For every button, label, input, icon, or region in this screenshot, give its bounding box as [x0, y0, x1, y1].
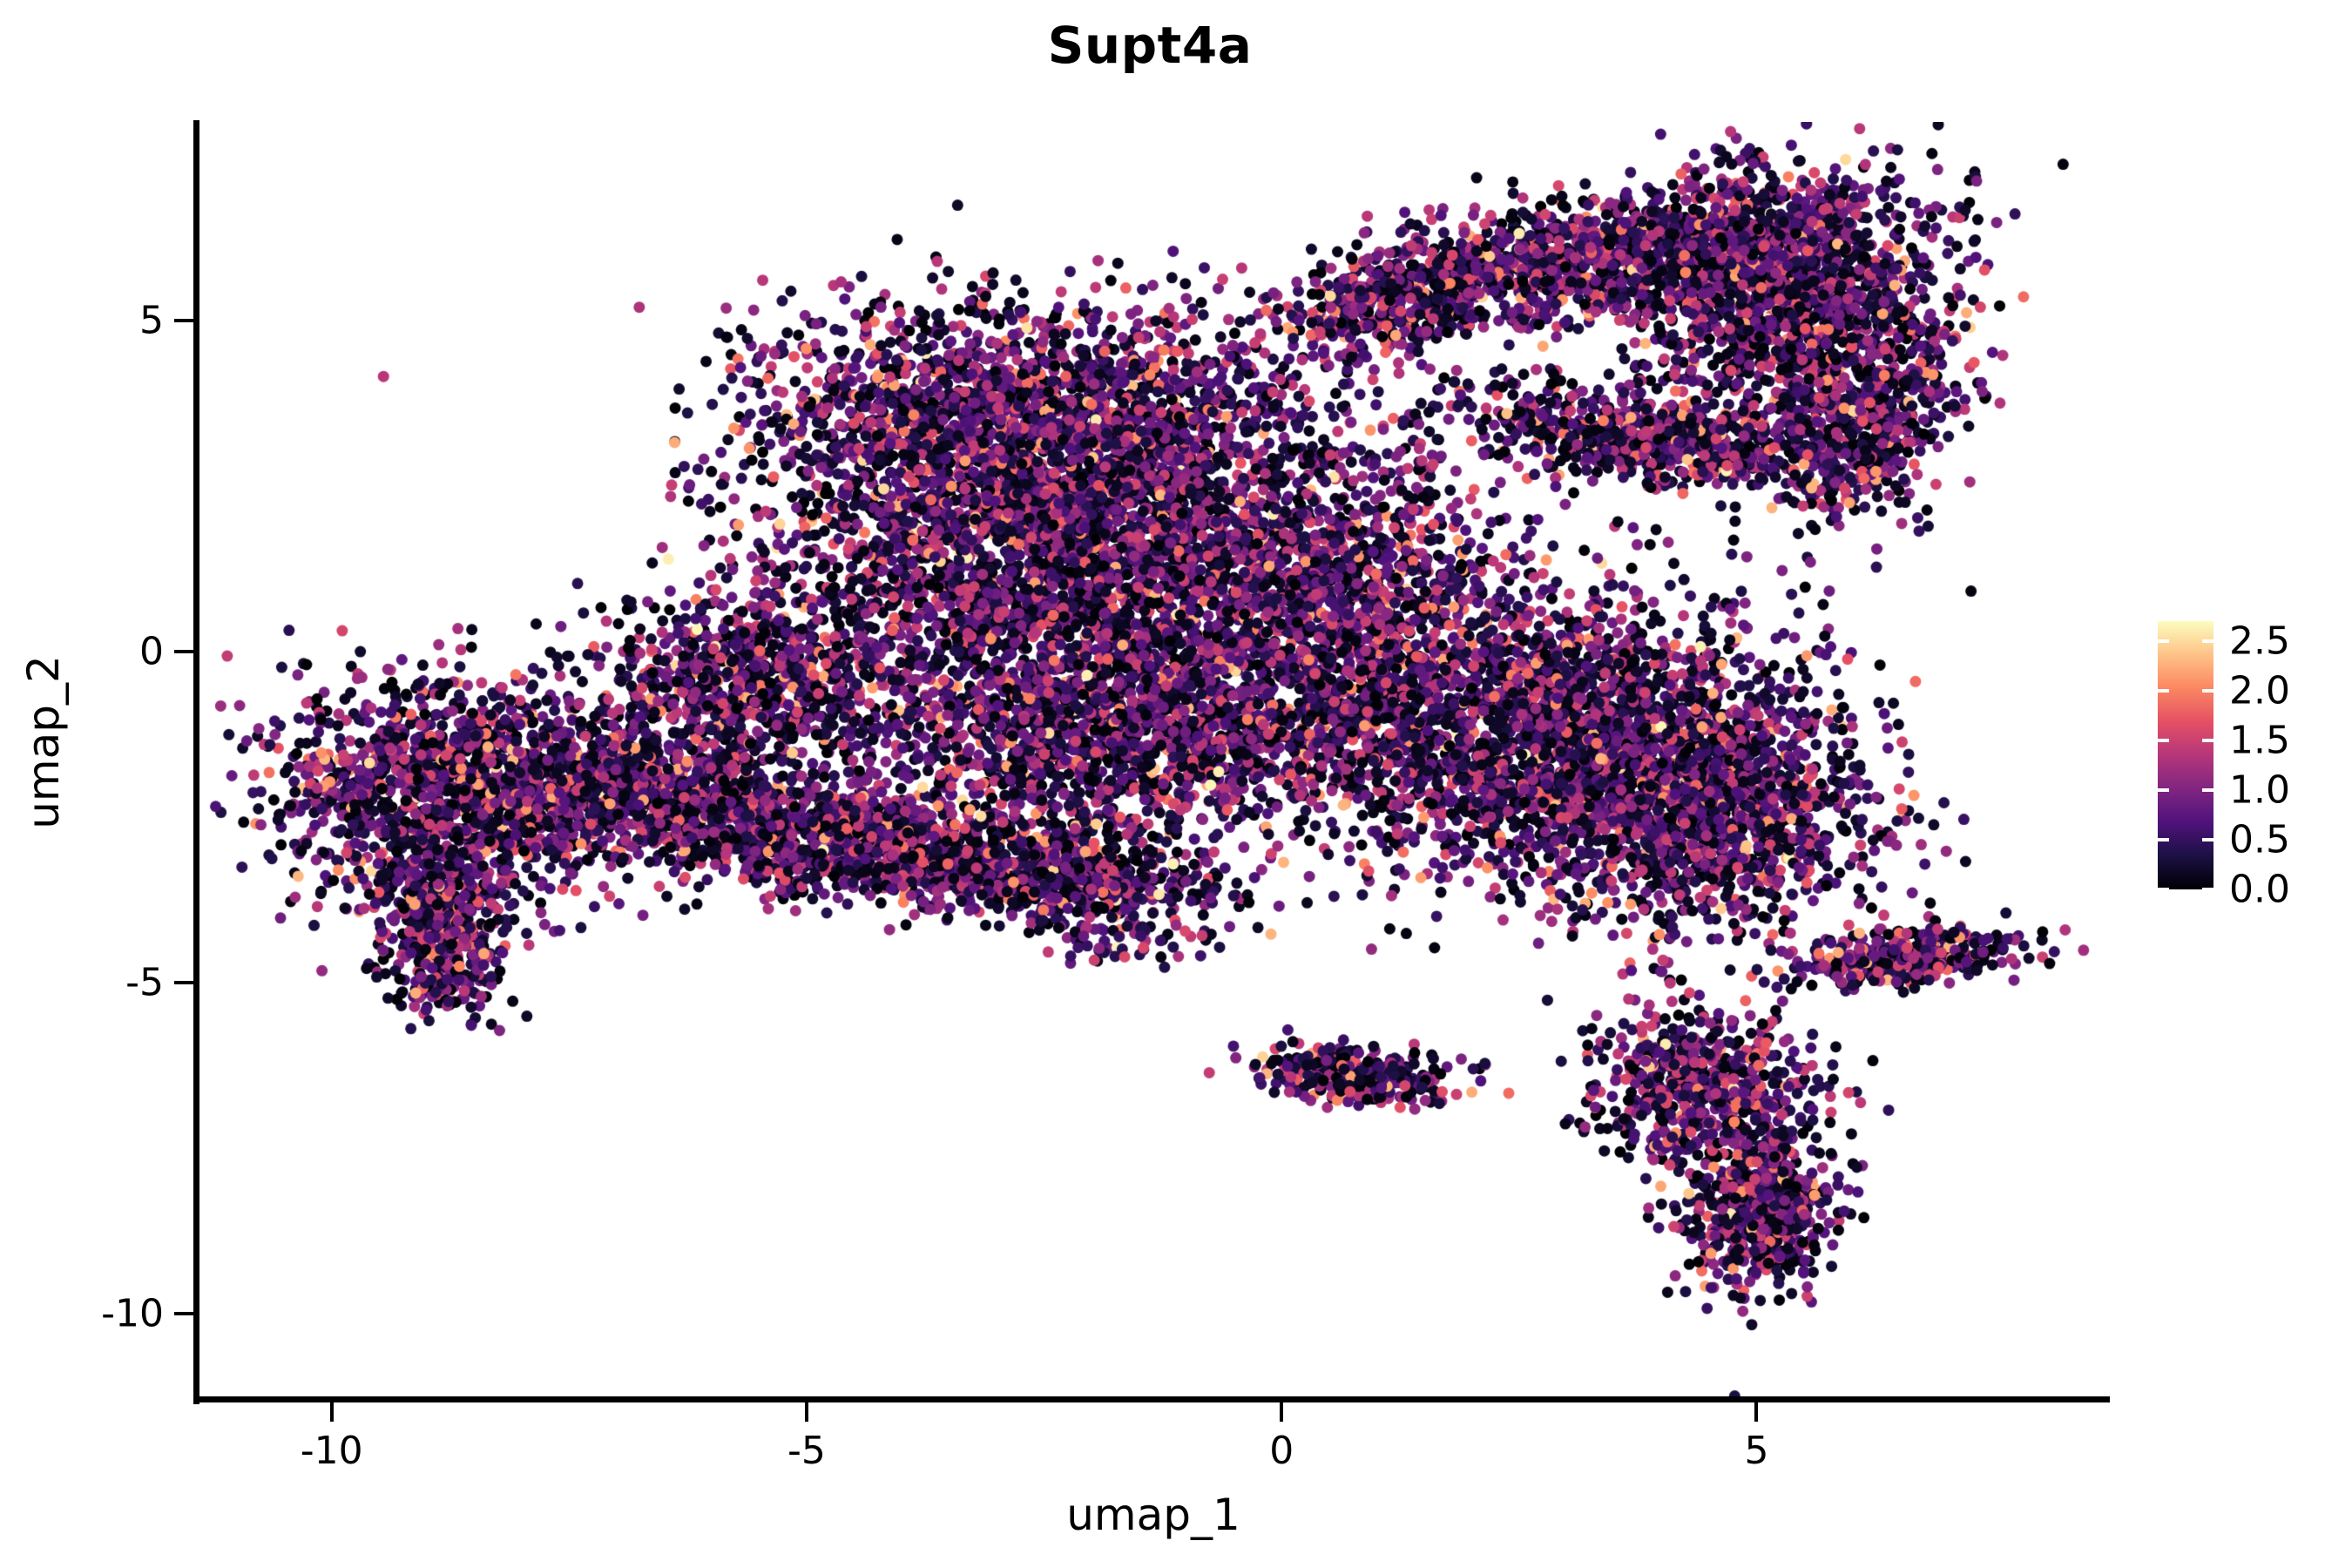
y-tick-label: -10 — [101, 1291, 164, 1336]
x-tick-mark — [1280, 1402, 1284, 1422]
x-axis-label: umap_1 — [1066, 1490, 1240, 1540]
y-tick-mark — [174, 319, 193, 323]
colorbar-tick-mark — [2202, 787, 2213, 792]
colorbar-tick-label: 0.5 — [2229, 817, 2290, 862]
colorbar — [2158, 621, 2213, 891]
x-tick-mark — [329, 1402, 334, 1422]
x-tick-label: -10 — [300, 1429, 363, 1473]
x-tick-mark — [1754, 1402, 1759, 1422]
y-tick-mark — [174, 981, 193, 985]
colorbar-tick-label: 0.0 — [2229, 867, 2290, 912]
colorbar-tick-mark — [2202, 888, 2213, 891]
y-tick-label: 0 — [139, 629, 164, 674]
colorbar-tick-mark — [2158, 639, 2169, 643]
y-axis-spine — [193, 120, 199, 1404]
x-tick-mark — [804, 1402, 808, 1422]
colorbar-gradient — [2158, 621, 2213, 889]
colorbar-tick-label: 1.5 — [2229, 718, 2290, 763]
colorbar-tick-mark — [2158, 688, 2169, 693]
colorbar-tick-label: 1.0 — [2229, 767, 2290, 813]
colorbar-tick-mark — [2158, 888, 2169, 891]
page-title: Supt4a — [1047, 16, 1253, 75]
colorbar-tick-mark — [2202, 837, 2213, 841]
y-tick-mark — [174, 650, 193, 654]
colorbar-tick-mark — [2158, 738, 2169, 742]
y-tick-mark — [174, 1312, 193, 1316]
y-tick-label: 5 — [139, 298, 164, 343]
colorbar-tick-mark — [2158, 787, 2169, 792]
colorbar-tick-mark — [2158, 837, 2169, 841]
x-tick-label: 0 — [1269, 1429, 1294, 1473]
plot-area — [199, 122, 2108, 1400]
scatter-plot — [199, 122, 2108, 1400]
colorbar-tick-mark — [2202, 738, 2213, 742]
colorbar-tick-mark — [2202, 688, 2213, 693]
colorbar-tick-label: 2.5 — [2229, 618, 2290, 664]
colorbar-tick-label: 2.0 — [2229, 668, 2290, 713]
colorbar-tick-mark — [2202, 639, 2213, 643]
x-tick-label: -5 — [787, 1429, 826, 1473]
y-tick-label: -5 — [125, 960, 164, 1005]
x-tick-label: 5 — [1744, 1429, 1769, 1473]
x-axis-spine — [193, 1396, 2110, 1402]
y-axis-label: umap_2 — [18, 655, 69, 829]
